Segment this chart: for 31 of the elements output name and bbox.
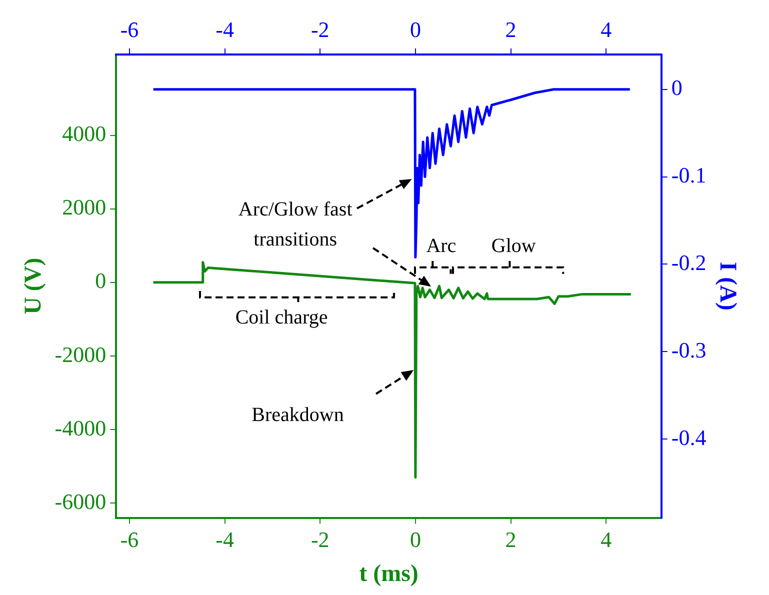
x-tick-label: 2 xyxy=(505,526,516,552)
y-axis-title: U (V) xyxy=(20,258,47,314)
y-tick-label: 4000 xyxy=(62,121,106,146)
x2-tick-label: 2 xyxy=(505,16,516,42)
y2-tick-label: -0.2 xyxy=(671,250,706,276)
x-tick-label: 0 xyxy=(410,526,421,552)
annotation: Glow xyxy=(491,234,536,257)
annotation: Coil charge xyxy=(235,306,328,329)
x2-tick-label: -6 xyxy=(120,16,139,42)
x-tick-label: 4 xyxy=(600,526,612,552)
x2-tick-label: -4 xyxy=(216,16,234,42)
y-tick-label: 2000 xyxy=(62,194,106,220)
x-tick-label: -6 xyxy=(120,526,139,552)
x-axis-title: t (ms) xyxy=(359,560,418,587)
y2-axis-title: I (A) xyxy=(714,262,740,310)
y2-tick-label: 0 xyxy=(671,75,682,100)
x-tick-label: -4 xyxy=(216,526,234,552)
y-tick-label: -4000 xyxy=(54,415,106,440)
y2-tick-label: -0.1 xyxy=(671,162,706,188)
y-tick-label: 0 xyxy=(95,268,106,294)
y-tick-label: -6000 xyxy=(54,488,106,514)
y2-tick-label: -0.4 xyxy=(671,424,706,450)
y-tick-label: -2000 xyxy=(54,342,106,367)
x2-tick-label: 0 xyxy=(410,16,421,42)
x-tick-label: -2 xyxy=(310,526,330,552)
y2-tick-label: -0.3 xyxy=(671,337,706,362)
annotation: Arc xyxy=(426,234,456,257)
x2-tick-label: 4 xyxy=(600,16,612,42)
annotation: Breakdown xyxy=(252,404,344,426)
x2-tick-label: -2 xyxy=(310,16,330,42)
annotation: Arc/Glow fast transitions xyxy=(238,198,353,251)
